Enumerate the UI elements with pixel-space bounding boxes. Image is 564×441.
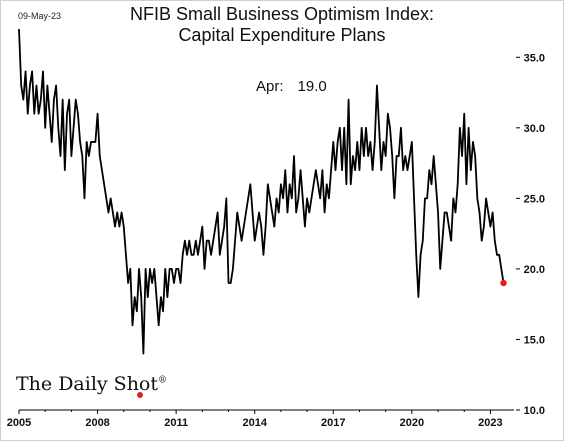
x-tick-label: 2011: [164, 417, 188, 429]
x-tick-label: 2020: [400, 417, 424, 429]
x-tick-label: 2023: [478, 417, 502, 429]
plot-area: [18, 29, 507, 355]
last-point-marker: [500, 279, 507, 287]
y-tick-label: 35.0: [524, 52, 545, 64]
y-tick-label: 10.0: [524, 405, 545, 417]
x-tick-label: 2014: [242, 417, 267, 429]
series-line: [18, 29, 505, 355]
latest-value-annotation: Apr: 19.0: [256, 78, 327, 95]
x-axis-ticks: 2005 2008 2011 2014 2017 2020 2023: [7, 410, 503, 429]
brand-name: The Daily Shot: [16, 373, 159, 395]
x-tick-label: 2017: [321, 417, 345, 429]
brand-dot: [137, 392, 143, 398]
y-tick-label: 15.0: [524, 334, 545, 346]
y-axis-ticks: 10.0 15.0 20.0 25.0 30.0 35.0: [516, 52, 545, 417]
brand-registered-mark: ®: [158, 375, 168, 386]
y-tick-label: 20.0: [524, 264, 545, 276]
x-tick-label: 2005: [7, 417, 31, 429]
chart-title-line2: Capital Expenditure Plans: [178, 25, 386, 45]
brand-logo: The Daily Shot®: [16, 373, 167, 395]
y-tick-label: 30.0: [524, 123, 545, 135]
annotation-label: Apr:: [256, 78, 284, 95]
y-tick-label: 25.0: [524, 193, 545, 205]
chart-title-line1: NFIB Small Business Optimism Index:: [129, 4, 435, 24]
x-tick-label: 2008: [85, 417, 109, 429]
annotation-value: 19.0: [297, 78, 327, 95]
date-stamp: 09-May-23: [18, 11, 62, 21]
